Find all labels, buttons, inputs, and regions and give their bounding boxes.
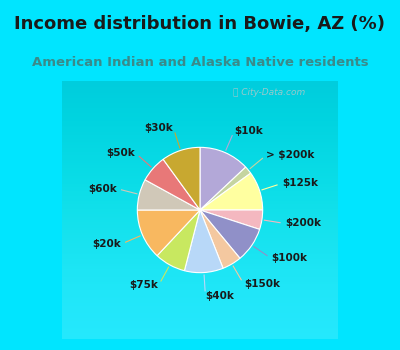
Text: > $200k: > $200k: [266, 150, 315, 160]
Wedge shape: [184, 210, 223, 273]
Text: $100k: $100k: [271, 253, 307, 263]
Wedge shape: [200, 210, 240, 268]
Wedge shape: [200, 210, 260, 258]
Wedge shape: [157, 210, 200, 271]
Wedge shape: [200, 147, 246, 210]
Wedge shape: [200, 173, 263, 210]
Text: $60k: $60k: [88, 184, 117, 194]
Wedge shape: [145, 159, 200, 210]
Text: American Indian and Alaska Native residents: American Indian and Alaska Native reside…: [32, 56, 368, 69]
Text: $150k: $150k: [244, 279, 280, 289]
Wedge shape: [163, 147, 200, 210]
Wedge shape: [137, 210, 200, 256]
Wedge shape: [200, 167, 251, 210]
Text: Income distribution in Bowie, AZ (%): Income distribution in Bowie, AZ (%): [14, 15, 386, 33]
Text: $50k: $50k: [107, 148, 136, 158]
Text: $200k: $200k: [285, 218, 321, 229]
Wedge shape: [137, 180, 200, 210]
Text: $30k: $30k: [145, 123, 174, 133]
Wedge shape: [200, 210, 263, 229]
Text: $40k: $40k: [206, 291, 234, 301]
Text: $75k: $75k: [130, 280, 158, 290]
Text: $10k: $10k: [234, 126, 263, 136]
Text: ⓘ City-Data.com: ⓘ City-Data.com: [233, 88, 305, 97]
Text: $125k: $125k: [282, 178, 318, 188]
Text: $20k: $20k: [92, 239, 121, 249]
